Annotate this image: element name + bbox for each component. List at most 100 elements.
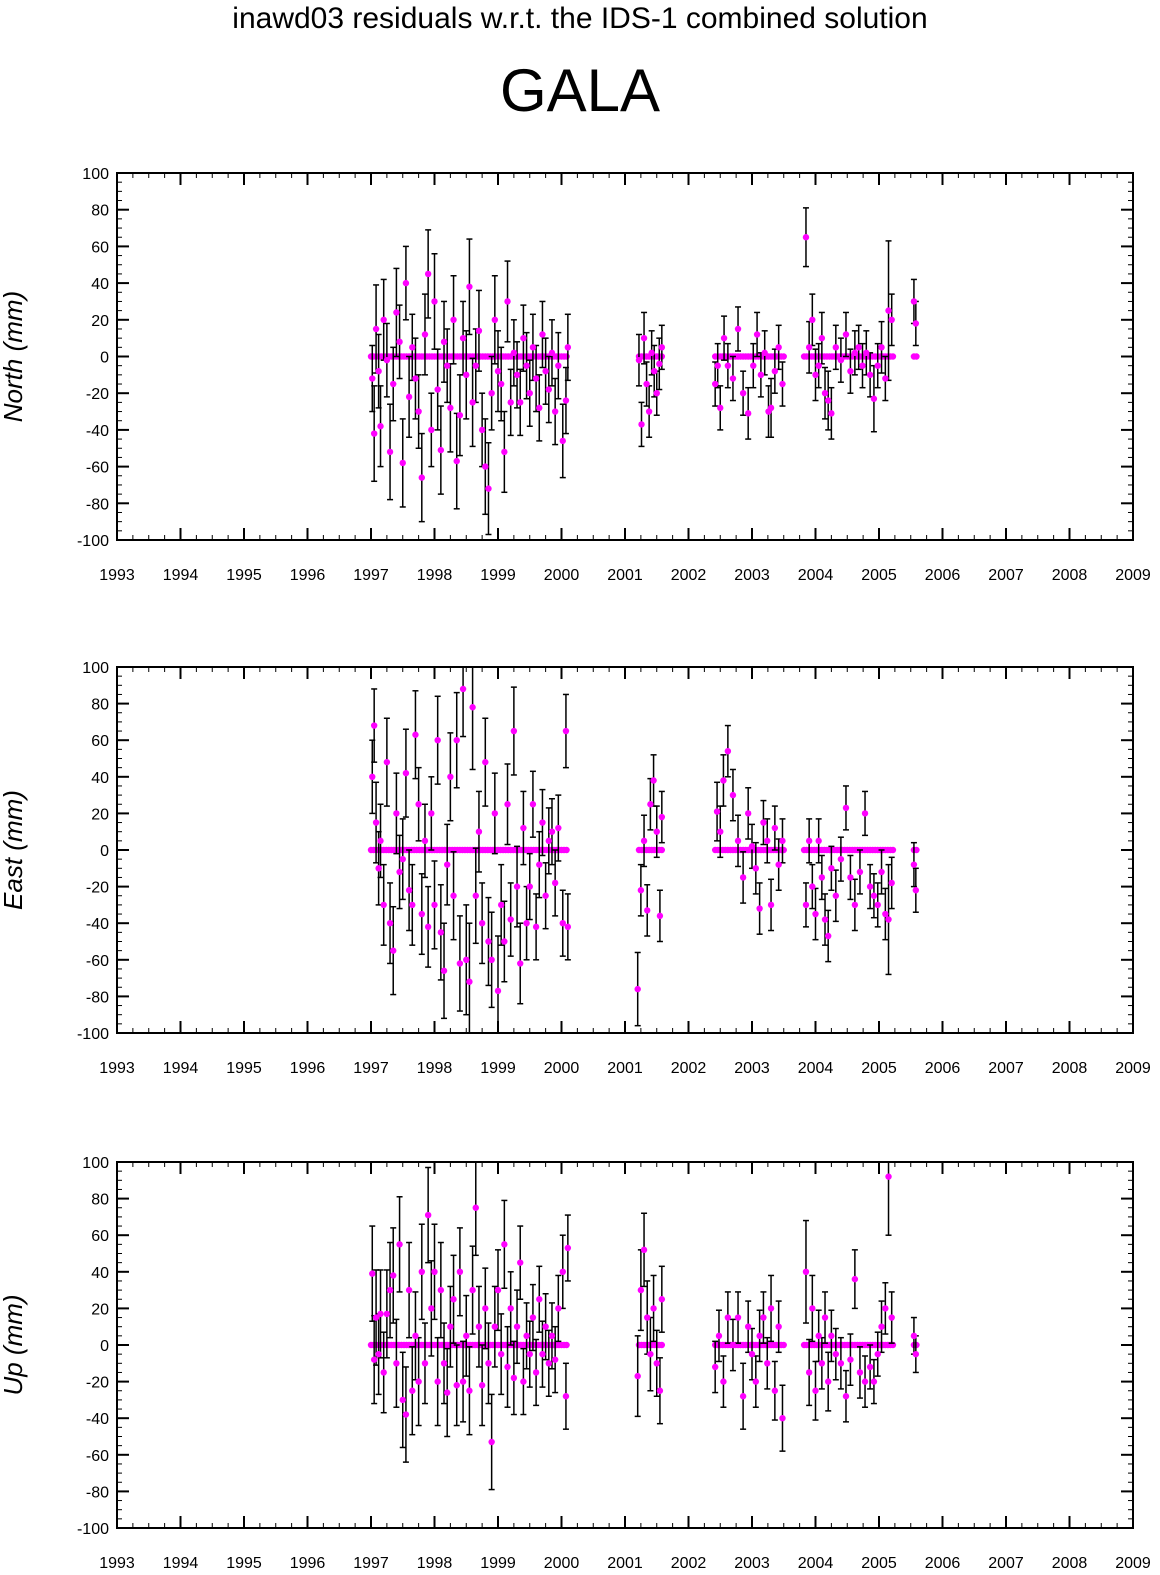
data-point (724, 747, 732, 755)
data-point (815, 362, 822, 369)
data-point (532, 375, 540, 382)
data-point (757, 371, 765, 379)
data-point (711, 1363, 719, 1371)
data-point (523, 1332, 530, 1340)
data-point (447, 1323, 454, 1330)
data-point (396, 1241, 403, 1248)
data-point (870, 1378, 878, 1385)
data-point (912, 1350, 920, 1358)
data-point (644, 1314, 651, 1321)
data-point (837, 356, 845, 364)
data-point (536, 861, 543, 868)
data-point (771, 824, 779, 832)
data-point (369, 773, 376, 780)
data-point (855, 344, 862, 351)
data-point (889, 353, 897, 360)
data-point (729, 375, 737, 382)
y-tick-label: 80 (91, 203, 109, 220)
data-point (653, 828, 660, 835)
data-point (559, 920, 566, 927)
data-point (529, 1314, 537, 1321)
data-point (386, 448, 394, 456)
data-point (842, 331, 850, 338)
data-point (832, 1350, 840, 1358)
data-point (513, 1323, 521, 1330)
data-point (431, 1268, 438, 1276)
data-point (818, 874, 826, 881)
data-point (637, 887, 645, 894)
data-point (775, 344, 782, 351)
data-point (478, 426, 486, 434)
y-tick-label: -100 (77, 1026, 109, 1043)
plot-frame (116, 172, 1134, 541)
x-tick-label: 2006 (925, 567, 961, 584)
data-point (370, 1356, 378, 1363)
data-point (825, 1378, 832, 1385)
y-tick-label: 80 (91, 1192, 109, 1209)
x-tick-label: 2008 (1052, 567, 1088, 584)
data-point (390, 380, 397, 388)
x-tick-label: 1993 (99, 1060, 135, 1077)
data-point (510, 1374, 518, 1382)
data-point (523, 362, 530, 369)
data-point (913, 846, 920, 854)
data-point (658, 344, 666, 351)
data-point (720, 777, 727, 784)
data-point (564, 1244, 572, 1252)
x-tick-label: 1999 (480, 1555, 516, 1572)
data-point (739, 1393, 747, 1400)
data-point (650, 777, 657, 784)
data-point (542, 1323, 549, 1330)
x-tick-label: 1998 (417, 1060, 453, 1077)
data-point (369, 375, 376, 382)
data-point (815, 1332, 822, 1340)
data-point (818, 334, 826, 342)
data-point (910, 298, 918, 305)
data-point (399, 855, 406, 863)
y-tick-label: -80 (86, 1484, 109, 1501)
x-tick-label: 2003 (734, 1060, 770, 1077)
data-point (497, 901, 505, 909)
data-point (386, 920, 394, 927)
x-tick-label: 1998 (417, 1555, 453, 1572)
data-point (842, 1393, 850, 1400)
data-point (564, 923, 572, 931)
data-point (510, 349, 518, 357)
data-point (866, 1363, 874, 1371)
data-point (771, 1387, 779, 1394)
x-tick-label: 2004 (798, 1060, 834, 1077)
data-point (444, 1389, 451, 1396)
data-point (752, 1378, 760, 1385)
x-tick-label: 2005 (861, 1555, 897, 1572)
data-point (440, 1360, 448, 1367)
data-point (713, 808, 721, 815)
y-axis-label: East (mm) (0, 790, 28, 910)
data-point (559, 1268, 566, 1276)
data-point (390, 1272, 397, 1279)
y-tick-label: -60 (86, 460, 109, 477)
data-point (847, 1356, 854, 1363)
data-point (744, 810, 752, 817)
data-point (653, 390, 660, 397)
data-point (545, 1360, 552, 1367)
data-point (634, 1372, 641, 1380)
data-point (711, 380, 719, 388)
plot-title: inawd03 residuals w.r.t. the IDS-1 combi… (232, 2, 928, 35)
data-point (393, 810, 400, 817)
data-point (724, 362, 732, 369)
x-tick-label: 1996 (290, 567, 326, 584)
data-point (775, 861, 782, 868)
data-point (832, 892, 840, 899)
y-tick-label: -100 (77, 533, 109, 550)
data-point (372, 1314, 380, 1321)
data-point (653, 1360, 660, 1367)
data-point (453, 457, 460, 465)
data-point (475, 1323, 483, 1330)
data-point (494, 1286, 502, 1294)
data-point (463, 371, 470, 379)
data-point (545, 386, 552, 393)
data-point (428, 1305, 435, 1312)
data-point (472, 362, 479, 369)
data-point (428, 426, 435, 434)
data-point (377, 1310, 384, 1318)
